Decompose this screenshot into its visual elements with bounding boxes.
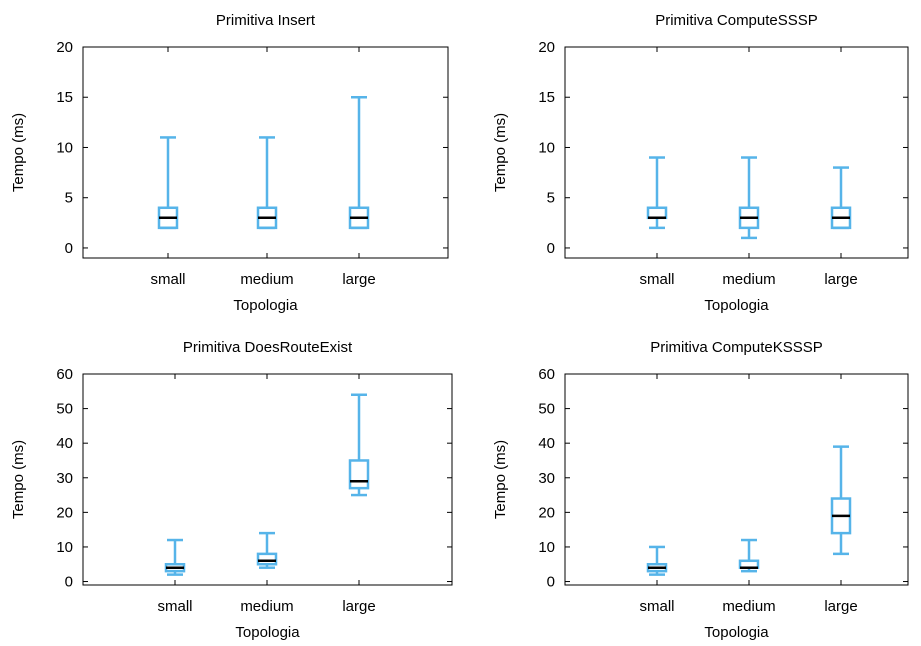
- y-tick-label: 20: [538, 39, 555, 56]
- x-tick-label-small: small: [639, 598, 674, 615]
- y-tick-label: 40: [56, 435, 73, 452]
- iqr-box: [646, 206, 668, 220]
- y-tick-label: 10: [538, 139, 555, 156]
- chart-title: Primitiva ComputeKSSSP: [650, 339, 823, 356]
- y-axis-label: Tempo (ms): [492, 440, 509, 519]
- y-tick-label: 50: [56, 401, 73, 418]
- box-small: [646, 545, 668, 576]
- y-tick-label: 0: [547, 574, 555, 591]
- box-medium: [738, 538, 760, 573]
- y-tick-label: 20: [56, 504, 73, 521]
- y-tick-label: 10: [538, 539, 555, 556]
- chart-panel-3: Primitiva DoesRouteExist 0 10 20 30 40 50 60 sma…: [10, 339, 453, 641]
- y-axis-label: Tempo (ms): [10, 113, 27, 192]
- chart-panel-1: Primitiva Insert 0 5 10 15 20 small medium large…: [10, 12, 449, 314]
- y-tick-label: 5: [65, 190, 73, 207]
- y-tick-label: 60: [56, 366, 73, 383]
- y-tick-label: 5: [547, 190, 555, 207]
- y-tick-label: 20: [56, 39, 73, 56]
- x-axis-label: Topologia: [704, 297, 769, 314]
- x-tick-label-small: small: [639, 271, 674, 288]
- box-medium: [256, 531, 278, 569]
- y-tick-label: 30: [56, 470, 73, 487]
- y-tick-label: 15: [56, 89, 73, 106]
- y-axis-label: Tempo (ms): [492, 113, 509, 192]
- y-tick-label: 0: [65, 574, 73, 591]
- box-small: [164, 538, 186, 576]
- box-large: [348, 95, 370, 230]
- plot-frame: [564, 46, 909, 259]
- box-small: [157, 136, 179, 230]
- box-large: [830, 445, 852, 556]
- plot-frame: [82, 46, 449, 259]
- box-medium: [256, 136, 278, 230]
- box-large: [348, 393, 370, 497]
- chart-title: Primitiva ComputeSSSP: [655, 12, 818, 29]
- y-tick-label: 0: [547, 240, 555, 257]
- x-tick-label-small: small: [157, 598, 192, 615]
- x-axis-label: Topologia: [235, 624, 300, 641]
- iqr-box: [348, 459, 370, 490]
- y-tick-label: 15: [538, 89, 555, 106]
- y-axis-label: Tempo (ms): [10, 440, 27, 519]
- x-tick-label-large: large: [342, 271, 375, 288]
- y-tick-label: 30: [538, 470, 555, 487]
- y-tick-label: 40: [538, 435, 555, 452]
- chart-panel-4: Primitiva ComputeKSSSP 0 10 20 30 40 50 60 small…: [492, 339, 909, 641]
- y-tick-label: 60: [538, 366, 555, 383]
- iqr-box: [256, 552, 278, 566]
- chart-title: Primitiva Insert: [216, 12, 316, 29]
- plot-frame: [564, 373, 909, 586]
- x-axis-label: Topologia: [704, 624, 769, 641]
- x-tick-label-large: large: [342, 598, 375, 615]
- y-tick-label: 20: [538, 504, 555, 521]
- x-tick-label-large: large: [824, 598, 857, 615]
- x-tick-label-medium: medium: [722, 598, 775, 615]
- x-axis-label: Topologia: [233, 297, 298, 314]
- chart-panel-2: Primitiva ComputeSSSP 0 5 10 15 20 small medium…: [492, 12, 909, 314]
- x-tick-label-small: small: [150, 271, 185, 288]
- x-tick-label-large: large: [824, 271, 857, 288]
- y-tick-label: 50: [538, 401, 555, 418]
- box-small: [646, 156, 668, 230]
- y-tick-label: 10: [56, 539, 73, 556]
- box-medium: [738, 156, 760, 240]
- x-tick-label-medium: medium: [240, 271, 293, 288]
- box-large: [830, 166, 852, 230]
- x-tick-label-medium: medium: [240, 598, 293, 615]
- y-tick-label: 0: [65, 240, 73, 257]
- x-tick-label-medium: medium: [722, 271, 775, 288]
- chart-title: Primitiva DoesRouteExist: [183, 339, 353, 356]
- y-tick-label: 10: [56, 139, 73, 156]
